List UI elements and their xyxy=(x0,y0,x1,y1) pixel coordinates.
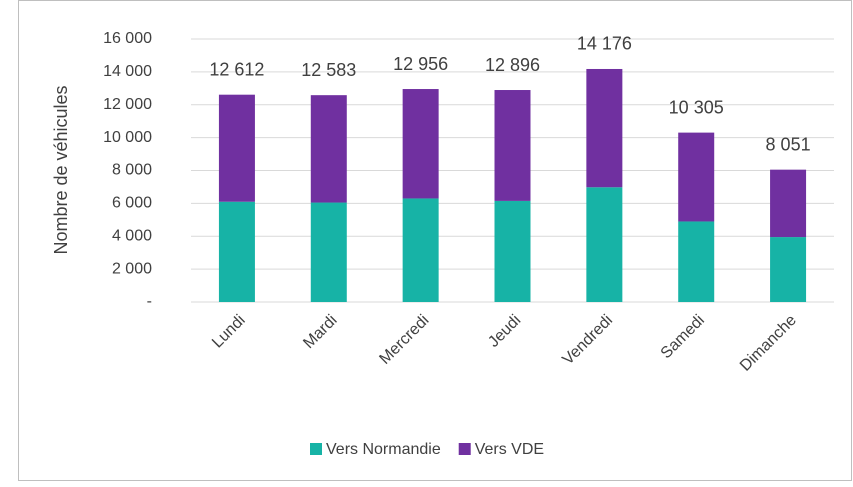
y-tick-label: 10 000 xyxy=(103,129,152,146)
y-tick-label: 12 000 xyxy=(103,96,152,113)
total-label: 14 176 xyxy=(577,34,632,54)
y-tick-label: 2 000 xyxy=(112,260,152,277)
bar-segment xyxy=(494,90,531,201)
legend-swatch xyxy=(458,443,471,455)
bar-segment xyxy=(770,169,807,238)
y-tick-label: 14 000 xyxy=(103,63,152,80)
y-tick-label: - xyxy=(147,293,152,310)
total-label: 12 612 xyxy=(209,59,264,79)
y-tick-label: 8 000 xyxy=(112,162,152,179)
y-tick-label: 16 000 xyxy=(103,30,152,47)
total-label: 12 896 xyxy=(485,55,540,75)
bar-segment xyxy=(678,221,715,302)
legend-swatch xyxy=(310,443,322,455)
total-label: 12 583 xyxy=(301,60,356,80)
total-label: 10 305 xyxy=(669,97,724,117)
bar-segment xyxy=(586,68,623,188)
bar-segment xyxy=(770,237,807,302)
bar-segment xyxy=(218,201,255,302)
bar-segment xyxy=(310,202,347,302)
legend-label: Vers VDE xyxy=(475,441,544,458)
y-axis-title: Nombre de véhicules xyxy=(51,85,71,254)
total-label: 12 956 xyxy=(393,54,448,74)
bar-segment xyxy=(402,198,439,302)
bar-segment xyxy=(218,94,255,202)
y-tick-label: 6 000 xyxy=(112,195,152,212)
bar-segment xyxy=(494,200,531,302)
y-tick-label: 4 000 xyxy=(112,227,152,244)
bar-segment xyxy=(402,89,439,199)
bar-segment xyxy=(678,132,715,222)
bar-segment xyxy=(586,187,623,302)
legend-label: Vers Normandie xyxy=(326,441,441,458)
bar-segment xyxy=(310,95,347,203)
total-label: 8 051 xyxy=(766,134,811,154)
